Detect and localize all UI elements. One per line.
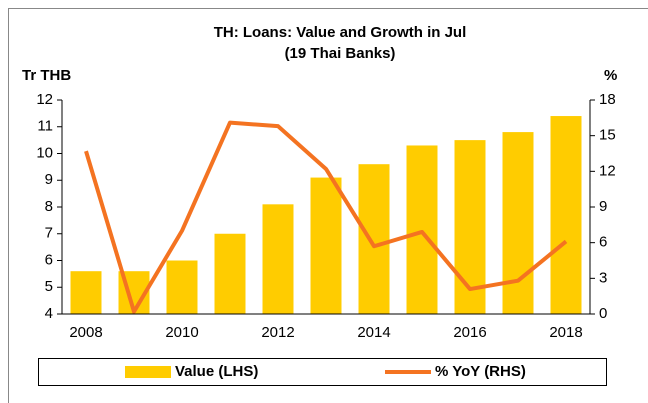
y2-tick-label: 9: [599, 198, 607, 215]
bar: [406, 145, 438, 314]
bar: [310, 177, 342, 314]
bar: [214, 233, 246, 314]
bar: [502, 132, 534, 314]
y2-tick-label: 12: [599, 162, 616, 179]
legend-label: Value (LHS): [175, 363, 258, 380]
x-tick-label: 2008: [69, 324, 102, 341]
x-tick-label: 2012: [261, 324, 294, 341]
y-tick-label: 9: [45, 171, 53, 188]
y2-tick-label: 0: [599, 305, 607, 322]
y-tick-label: 5: [45, 278, 53, 295]
chart-subtitle: (19 Thai Banks): [285, 45, 396, 62]
chart-title: TH: Loans: Value and Growth in Jul: [214, 24, 467, 41]
y-tick-label: 6: [45, 251, 53, 268]
legend-label: % YoY (RHS): [435, 363, 526, 380]
y-tick-label: 4: [45, 305, 53, 322]
y-tick-label: 10: [36, 144, 53, 161]
y2-tick-label: 18: [599, 91, 616, 108]
y-axis-label: Tr THB: [22, 67, 71, 84]
bar: [70, 271, 102, 314]
x-tick-label: 2014: [357, 324, 390, 341]
bar: [262, 204, 294, 314]
y-tick-label: 8: [45, 198, 53, 215]
bar: [358, 164, 390, 314]
bar: [454, 140, 486, 314]
x-tick-label: 2016: [453, 324, 486, 341]
y-tick-label: 7: [45, 225, 53, 242]
y-tick-label: 11: [37, 118, 53, 135]
legend-swatch: [125, 366, 171, 378]
y2-tick-label: 3: [599, 269, 607, 286]
y2-axis-label: %: [604, 67, 617, 84]
y-tick-label: 12: [36, 91, 53, 108]
y2-tick-label: 6: [599, 234, 607, 251]
y2-tick-label: 15: [599, 127, 616, 144]
bar: [166, 260, 198, 314]
x-tick-label: 2018: [549, 324, 582, 341]
line: [84, 120, 568, 314]
bar: [550, 116, 582, 314]
x-tick-label: 2010: [165, 324, 198, 341]
